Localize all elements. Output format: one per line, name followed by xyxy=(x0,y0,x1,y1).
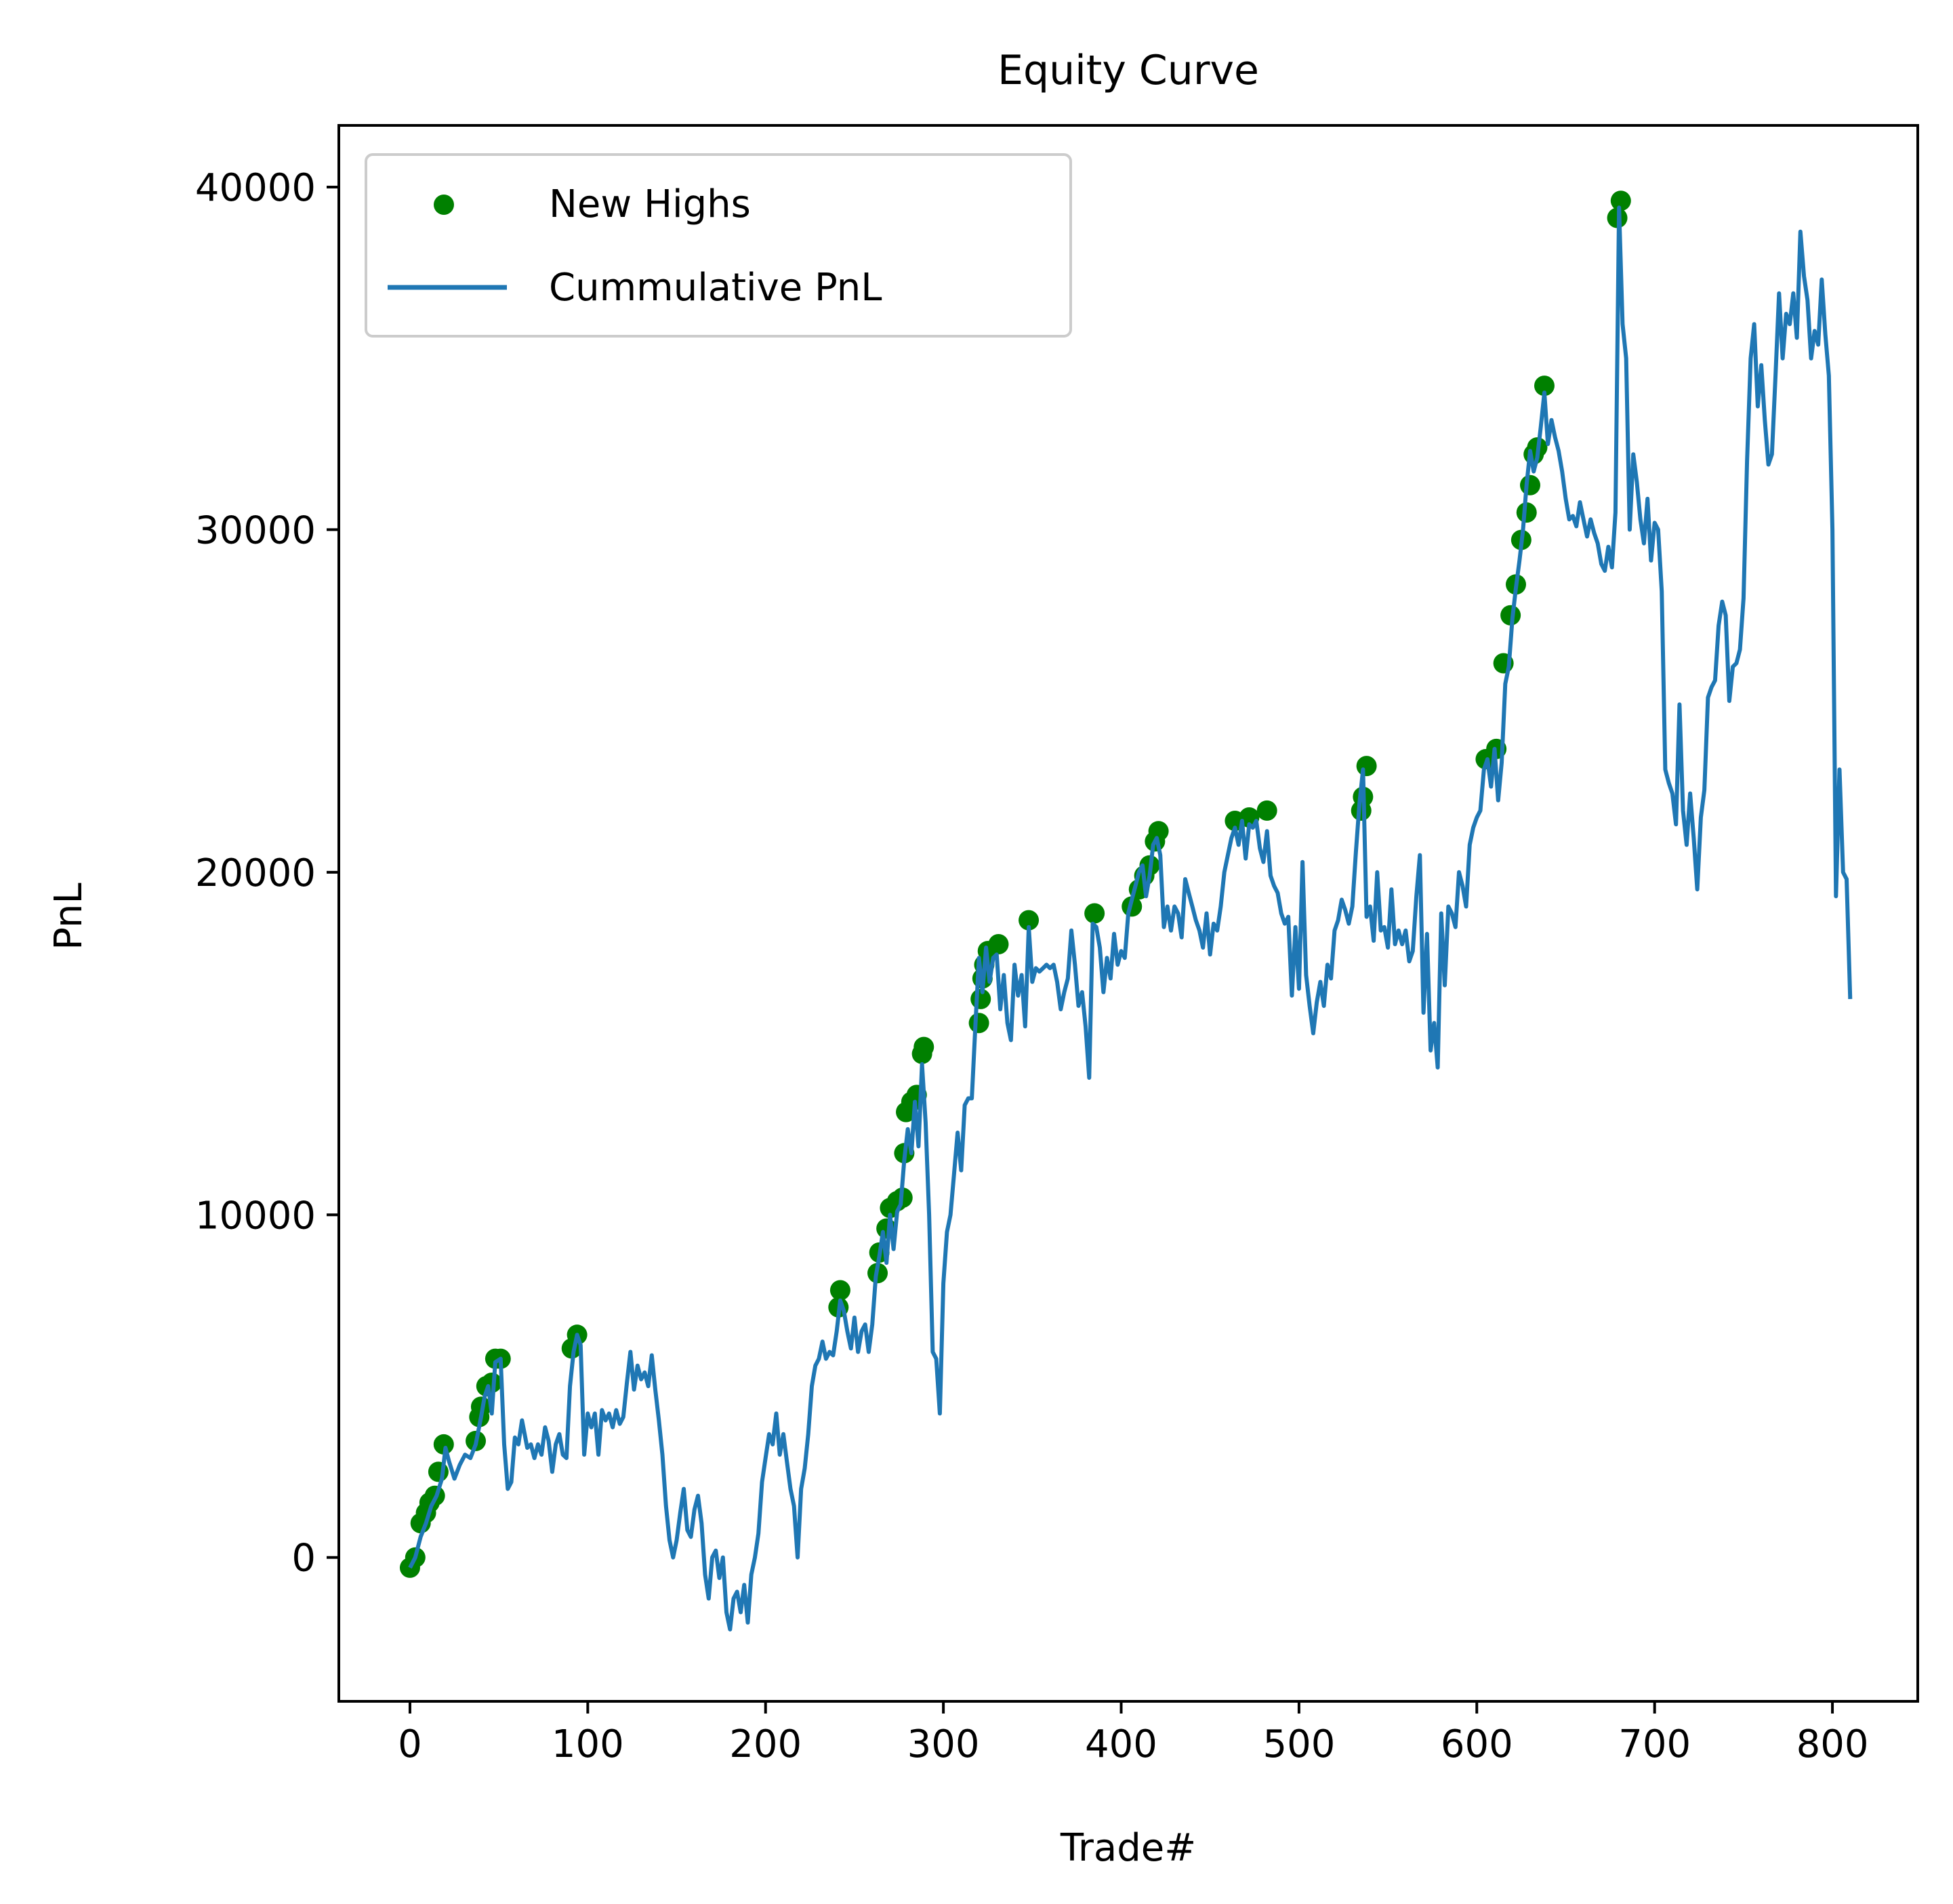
legend-new-highs-label: New Highs xyxy=(549,182,751,226)
chart-title: Equity Curve xyxy=(998,47,1259,94)
x-tick-label: 500 xyxy=(1262,1722,1335,1766)
y-tick-label: 30000 xyxy=(195,508,316,552)
x-tick-label: 300 xyxy=(907,1722,980,1766)
new-high-point xyxy=(1019,910,1040,931)
y-tick-label: 40000 xyxy=(195,166,316,210)
legend-new-highs-marker xyxy=(434,195,454,215)
plot-area xyxy=(337,124,1919,1703)
x-tick-label: 0 xyxy=(398,1722,422,1766)
new-high-point xyxy=(1084,903,1105,924)
x-axis: 0 100 200 300 400 500 600 700 800 xyxy=(398,1701,1868,1766)
new-high-point xyxy=(913,1036,934,1057)
x-tick-label: 700 xyxy=(1618,1722,1691,1766)
y-tick-label: 0 xyxy=(291,1537,316,1581)
y-tick-label: 10000 xyxy=(195,1194,316,1238)
new-high-point xyxy=(1500,605,1521,626)
series-layer xyxy=(399,190,1853,1632)
new-high-point xyxy=(1519,474,1540,495)
x-tick-label: 100 xyxy=(552,1722,624,1766)
x-tick-label: 800 xyxy=(1796,1722,1869,1766)
new-high-point xyxy=(988,933,1009,954)
x-tick-label: 400 xyxy=(1085,1722,1157,1766)
y-axis-label: PnL xyxy=(47,883,91,950)
legend: New Highs Cummulative PnL xyxy=(365,153,1072,338)
x-tick-label: 600 xyxy=(1441,1722,1513,1766)
x-axis-label: Trade# xyxy=(1060,1826,1196,1870)
new-high-point xyxy=(1256,800,1277,821)
y-axis: 0 10000 20000 30000 40000 xyxy=(195,166,339,1581)
y-tick-label: 20000 xyxy=(195,851,316,895)
new-high-point xyxy=(1534,376,1555,397)
x-tick-label: 200 xyxy=(729,1722,802,1766)
axes-frame xyxy=(337,124,1919,1703)
new-high-point xyxy=(1148,821,1169,842)
new-high-point xyxy=(968,1013,989,1034)
new-high-point xyxy=(1516,502,1537,523)
new-high-point xyxy=(433,1434,454,1455)
cumulative-pnl-line xyxy=(408,205,1853,1632)
new-high-point xyxy=(1610,190,1631,211)
legend-box xyxy=(365,153,1072,338)
new-high-point xyxy=(829,1280,850,1301)
new-high-point xyxy=(1356,756,1377,777)
legend-cumulative-pnl-label: Cummulative PnL xyxy=(549,266,882,310)
